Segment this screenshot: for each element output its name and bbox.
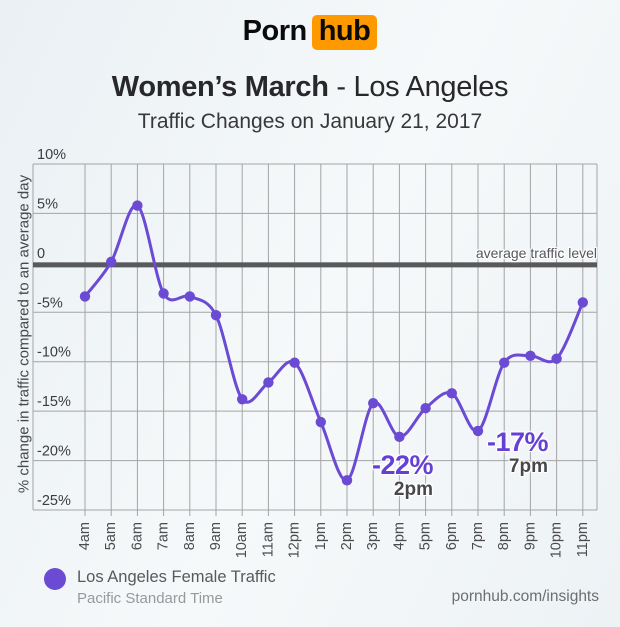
logo-text-hub: hub xyxy=(311,15,378,50)
annotation-2pm: -22% 2pm xyxy=(348,450,434,500)
x-tick-label: 9pm xyxy=(522,522,538,550)
x-tick-label: 4am xyxy=(77,522,93,550)
y-tick-label: -10% xyxy=(37,345,71,361)
data-point-4pm xyxy=(394,431,405,443)
data-point-6pm xyxy=(446,388,457,399)
legend-dot-icon xyxy=(44,568,66,590)
x-tick-label: 8pm xyxy=(496,522,512,550)
data-point-1pm xyxy=(315,416,326,428)
x-tick-label: 11pm xyxy=(575,522,591,557)
y-tick-label: -20% xyxy=(37,444,71,460)
data-point-7pm xyxy=(472,425,484,437)
data-point-9am xyxy=(210,310,222,321)
annotation-7pm-value: -17% xyxy=(486,427,549,457)
legend-sublabel: Pacific Standard Time xyxy=(77,590,223,607)
pornhub-logo: Porn hub xyxy=(0,15,620,50)
data-point-4am xyxy=(79,291,91,302)
y-tick-label: 5% xyxy=(37,196,58,212)
y-tick-label: 10% xyxy=(37,147,66,163)
insights-url: pornhub.com/insights xyxy=(451,588,599,605)
data-point-5pm xyxy=(420,402,431,414)
page-title: Women’s March - Los Angeles xyxy=(0,71,620,104)
x-tick-label: 2pm xyxy=(339,522,355,550)
title-main: Women’s March xyxy=(111,71,329,103)
legend-label: Los Angeles Female Traffic xyxy=(77,568,276,586)
data-point-2pm xyxy=(341,475,353,486)
x-tick-label: 5pm xyxy=(418,522,434,550)
data-point-10pm xyxy=(551,353,562,364)
x-tick-label: 6pm xyxy=(444,522,460,550)
data-point-8am xyxy=(184,291,195,302)
title-separator: - xyxy=(328,71,354,103)
x-tick-label: 3pm xyxy=(365,522,381,550)
x-tick-label: 8am xyxy=(182,522,198,550)
data-point-5am xyxy=(106,256,117,268)
legend: Los Angeles Female Traffic Pacific Stand… xyxy=(44,566,276,609)
title-location: Los Angeles xyxy=(353,71,509,103)
annotation-2pm-value: -22% xyxy=(371,450,434,480)
y-tick-label: -5% xyxy=(37,295,63,311)
data-point-3pm xyxy=(368,398,379,409)
data-point-11pm xyxy=(577,297,588,308)
x-tick-label: 9am xyxy=(208,522,224,550)
x-tick-label: 1pm xyxy=(313,522,329,550)
y-axis-title: % change in traffic compared to an avera… xyxy=(15,174,33,494)
data-point-8pm xyxy=(499,357,510,368)
x-tick-label: 10pm xyxy=(549,522,565,558)
data-point-9pm xyxy=(525,350,536,361)
y-tick-label: -25% xyxy=(37,493,71,509)
data-point-10am xyxy=(237,394,248,405)
y-tick-label: 0 xyxy=(37,246,45,262)
data-point-7am xyxy=(158,288,169,299)
x-tick-label: 7am xyxy=(156,522,172,550)
logo-text-porn: Porn xyxy=(242,15,308,47)
data-point-11am xyxy=(263,377,274,388)
annotation-7pm: -17% 7pm xyxy=(471,427,549,477)
x-tick-label: 10am xyxy=(234,522,250,558)
x-tick-label: 11am xyxy=(260,522,276,557)
legend-text: Los Angeles Female Traffic Pacific Stand… xyxy=(77,566,276,609)
annotation-2pm-time: 2pm xyxy=(393,479,433,500)
y-tick-label: -15% xyxy=(37,394,71,410)
x-tick-label: 5am xyxy=(103,522,119,550)
x-tick-label: 6am xyxy=(129,522,145,550)
average-traffic-label: average traffic level xyxy=(475,245,597,261)
x-tick-label: 12pm xyxy=(287,522,303,558)
data-point-6am xyxy=(132,200,143,211)
x-tick-label: 7pm xyxy=(470,522,486,550)
data-point-12pm xyxy=(289,357,300,368)
page-subtitle: Traffic Changes on January 21, 2017 xyxy=(137,110,483,133)
x-tick-label: 4pm xyxy=(391,522,407,550)
annotation-7pm-time: 7pm xyxy=(508,456,548,477)
